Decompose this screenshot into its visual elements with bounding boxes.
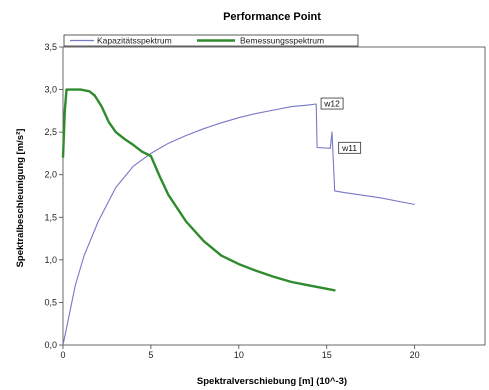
x-axis-title: Spektralverschiebung [m] (10^-3): [197, 376, 347, 387]
y-tick-label: 3,5: [44, 42, 57, 52]
annotation-label: w11: [341, 143, 357, 153]
y-tick-label: 2,5: [44, 127, 57, 137]
legend-label-bemessungsspektrum: Bemessungsspektrum: [240, 36, 324, 46]
plot-frame: [62, 46, 486, 346]
x-tick-label: 15: [322, 350, 332, 360]
y-axis: 0,0 0,5 1,0 1,5 2,0 2,5 3,0 3,5: [44, 42, 63, 350]
x-tick-label: 5: [148, 350, 153, 360]
y-tick-label: 1,5: [44, 212, 57, 222]
y-tick-label: 2,0: [44, 170, 57, 180]
annotation-label: w12: [323, 99, 340, 109]
annotation-box: [338, 141, 362, 154]
annotation-box: [320, 97, 344, 110]
x-tick-label: 20: [410, 350, 420, 360]
series-layer: [61, 88, 415, 346]
series-line-kapazitaetsspektrum: [62, 103, 415, 346]
x-tick-label: 10: [234, 350, 244, 360]
y-tick-label: 1,0: [44, 255, 57, 265]
legend: Kapazitätsspektrum Bemessungsspektrum: [63, 34, 359, 47]
legend-label-kapazitaetsspektrum: Kapazitätsspektrum: [97, 36, 172, 46]
annotation-layer: w12 w11: [320, 97, 362, 154]
x-tick-label: 0: [60, 350, 65, 360]
series-line-bemessungsspektrum: [61, 88, 336, 292]
x-axis: 051015202: [60, 345, 420, 360]
y-tick-label: 0,5: [44, 297, 57, 307]
y-axis-title: Spektralbeschleunigung [m/s²]: [15, 129, 26, 268]
y-tick-label: 3,0: [44, 85, 57, 95]
y-tick-label: 0,0: [44, 340, 57, 350]
chart-title: Performance Point: [223, 11, 321, 23]
